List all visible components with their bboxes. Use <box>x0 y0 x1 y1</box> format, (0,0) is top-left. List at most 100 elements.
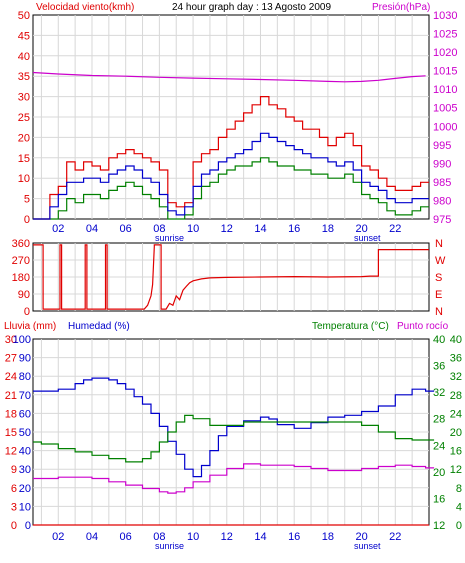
rain-tick-label: 21 <box>5 390 17 402</box>
wind-speed-tick-label: 0 <box>24 214 30 226</box>
hour-tick-label: 10 <box>187 531 199 543</box>
wind-lull-line <box>33 157 429 220</box>
hour-tick-label: 20 <box>355 531 367 543</box>
dewpoint-line <box>33 463 435 494</box>
hour-tick-label: 08 <box>153 531 165 543</box>
hour-tick-label: 14 <box>254 531 266 543</box>
temperature-axis-title: Temperatura (°C) <box>312 321 389 332</box>
direction-degree-label: 180 <box>12 272 30 284</box>
dewpoint-tick-label: 12 <box>450 464 462 476</box>
hour-tick-label: 16 <box>288 531 300 543</box>
wind-axis-title: Velocidad viento(kmh) <box>36 2 134 13</box>
humidity-tick-label: 100 <box>13 334 31 346</box>
wind-speed-tick-label: 20 <box>18 132 30 144</box>
humidity-panel-series <box>33 377 435 526</box>
pressure-tick-label: 1025 <box>433 29 457 41</box>
wind-speed-tick-label: 40 <box>18 51 30 63</box>
wind-panel-hour-ticks: 02 04 06 08 10 12 14 16 18 20 22 <box>52 223 401 235</box>
pressure-tick-label: 980 <box>433 195 451 207</box>
wind-speed-tick-label: 30 <box>18 92 30 104</box>
humidity-axis-title: Humedad (%) <box>68 321 130 332</box>
hour-tick-label: 14 <box>254 223 266 235</box>
humidity-tick-label: 80 <box>19 371 31 383</box>
wind-average-line <box>33 132 429 220</box>
pressure-tick-label: 1000 <box>433 121 457 133</box>
wind-speed-tick-label: 15 <box>18 153 30 165</box>
hour-tick-label: 04 <box>86 223 98 235</box>
pressure-tick-label: 985 <box>433 177 451 189</box>
direction-compass-label: W <box>435 255 446 267</box>
hour-tick-label: 02 <box>52 223 64 235</box>
wind-speed-ticks: 0 5 10 15 20 25 30 35 40 45 50 <box>18 10 30 226</box>
pressure-tick-label: 1015 <box>433 66 457 78</box>
pressure-tick-label: 995 <box>433 140 451 152</box>
sunrise-label: sunrise <box>155 233 184 243</box>
sunset-label-bottom: sunset <box>354 541 381 551</box>
temperature-tick-label: 40 <box>433 334 445 346</box>
hour-tick-label: 20 <box>355 223 367 235</box>
dewpoint-tick-label: 16 <box>450 446 462 458</box>
hour-tick-label: 22 <box>389 531 401 543</box>
rain-tick-label: 6 <box>11 483 17 495</box>
temperature-tick-label: 32 <box>433 387 445 399</box>
humidity-tick-label: 90 <box>19 353 31 365</box>
dewpoint-tick-label: 8 <box>456 483 462 495</box>
direction-compass-label: S <box>435 272 442 284</box>
humidity-tick-label: 40 <box>19 446 31 458</box>
direction-degree-ticks: 0 90 180 270 360 <box>12 238 30 318</box>
dewpoint-tick-label: 28 <box>450 390 462 402</box>
rain-tick-label: 12 <box>5 446 17 458</box>
pressure-tick-label: 1010 <box>433 84 457 96</box>
wind-gust-line <box>33 95 429 220</box>
dewpoint-tick-label: 36 <box>450 353 462 365</box>
direction-series <box>33 244 429 310</box>
sunrise-label-bottom: sunrise <box>155 541 184 551</box>
dewpoint-tick-label: 0 <box>456 520 462 532</box>
sunset-label: sunset <box>354 233 381 243</box>
direction-compass-label: N <box>435 238 443 250</box>
humidity-tick-label: 70 <box>19 390 31 402</box>
hour-tick-label: 08 <box>153 223 165 235</box>
chart-title: 24 hour graph day : 13 Agosto 2009 <box>172 2 331 13</box>
dewpoint-tick-label: 24 <box>450 408 462 420</box>
hour-tick-label: 04 <box>86 531 98 543</box>
dewpoint-tick-label: 4 <box>456 501 462 513</box>
pressure-tick-label: 975 <box>433 214 451 226</box>
humidity-tick-label: 10 <box>19 501 31 513</box>
wind-speed-tick-label: 25 <box>18 112 30 124</box>
direction-degree-label: 360 <box>12 238 30 250</box>
temperature-tick-label: 16 <box>433 493 445 505</box>
humidity-tick-label: 50 <box>19 427 31 439</box>
temperature-tick-label: 36 <box>433 361 445 373</box>
hour-tick-label: 10 <box>187 223 199 235</box>
humidity-temperature-panel: 0369121518212427300102030405060708090100… <box>5 334 462 551</box>
pressure-ticks: 975 980 985 990 995 1000 1005 1010 1015 1020 1025 1… <box>433 10 457 226</box>
hour-tick-label: 02 <box>52 531 64 543</box>
hour-tick-label: 12 <box>221 531 233 543</box>
wind-speed-tick-label: 10 <box>18 173 30 185</box>
wind-speed-tick-label: 45 <box>18 30 30 42</box>
humidity-tick-label: 30 <box>19 464 31 476</box>
rain-tick-label: 0 <box>11 520 17 532</box>
dewpoint-tick-label: 32 <box>450 371 462 383</box>
dewpoint-tick-label: 40 <box>450 334 462 346</box>
temperature-tick-label: 28 <box>433 414 445 426</box>
hour-tick-label: 12 <box>221 223 233 235</box>
wind-speed-tick-label: 5 <box>24 194 30 206</box>
hour-tick-label: 06 <box>120 223 132 235</box>
humidity-line <box>33 377 435 478</box>
direction-degree-label: 270 <box>12 255 30 267</box>
dewpoint-tick-label: 20 <box>450 427 462 439</box>
humidity-panel-axis-ticks: 0369121518212427300102030405060708090100… <box>5 334 462 532</box>
rain-tick-label: 3 <box>11 501 17 513</box>
dewpoint-axis-title: Punto rocío <box>397 321 449 332</box>
direction-compass-label: E <box>435 289 442 301</box>
humidity-tick-label: 20 <box>19 483 31 495</box>
hour-tick-label: 18 <box>322 223 334 235</box>
pressure-tick-label: 1005 <box>433 103 457 115</box>
rain-tick-label: 30 <box>5 334 17 346</box>
pressure-tick-label: 990 <box>433 158 451 170</box>
